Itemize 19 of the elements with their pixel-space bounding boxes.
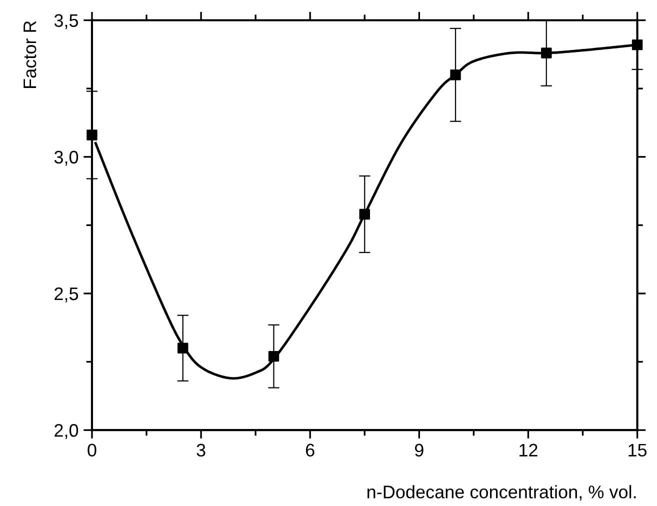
x-tick-label: 9	[414, 444, 424, 457]
x-axis-title: n-Dodecane concentration, % vol.	[368, 485, 636, 501]
y-tick-label: 3,0	[54, 150, 78, 166]
y-tick-label: 2,5	[54, 287, 78, 302]
point	[632, 39, 643, 50]
point	[541, 48, 552, 58]
point	[450, 70, 461, 80]
x-tick-label: 3	[196, 444, 206, 457]
y-axis-title: Factor R	[24, 21, 36, 88]
point	[178, 342, 188, 354]
point	[86, 130, 98, 140]
x-tick-label: 15	[628, 444, 647, 457]
x-tick-label: 0	[88, 444, 96, 457]
point	[268, 350, 280, 362]
y-tick-label: 3,5	[54, 14, 78, 30]
x-tick-label: 12	[520, 444, 538, 456]
y-tick-label: 2,0	[54, 424, 78, 439]
point	[359, 208, 370, 220]
x-tick-label: 6	[306, 444, 314, 457]
